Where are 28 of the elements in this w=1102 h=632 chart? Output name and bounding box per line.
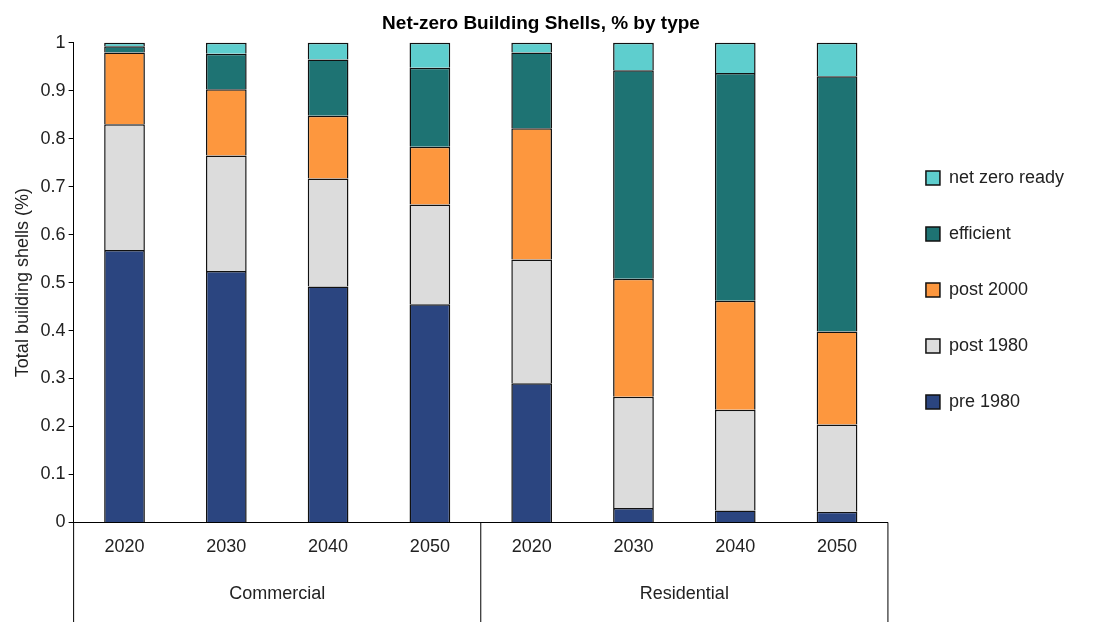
legend-label: efficient	[948, 222, 1011, 243]
x-tick-label: 2030	[206, 536, 247, 557]
y-axis-title: Total building shells (%)	[11, 188, 32, 378]
y-tick-label: 0.8	[40, 127, 66, 148]
y-tick-label: 0.2	[40, 415, 66, 436]
chart-title: Net-zero Building Shells, % by type	[382, 11, 700, 33]
y-tick-label: 0.4	[40, 319, 66, 340]
x-tick-label: 2050	[817, 536, 858, 557]
y-tick-label: 0	[55, 511, 66, 532]
x-tick-label: 2050	[409, 536, 450, 557]
y-tick-label: 0.9	[40, 79, 66, 100]
x-tick-label: 2040	[715, 536, 756, 557]
x-tick-label: 2030	[613, 536, 654, 557]
y-tick-label: 0.6	[40, 223, 66, 244]
text: Residential	[639, 583, 729, 604]
legend-label: post 1980	[948, 334, 1029, 355]
x-tick-label: 2020	[511, 536, 552, 557]
y-tick-label: 0.5	[40, 271, 66, 292]
legend-label: pre 1980	[948, 390, 1020, 411]
legend-label: net zero ready	[948, 166, 1065, 187]
legend-label: post 2000	[948, 278, 1029, 299]
y-tick-label: 0.7	[40, 175, 66, 196]
y-tick-label: 0.1	[40, 463, 66, 484]
x-tick-label: 2040	[308, 536, 349, 557]
y-tick-label: 0.3	[40, 367, 66, 388]
y-tick-label: 1	[55, 31, 66, 52]
x-tick-label: 2020	[104, 536, 145, 557]
text: Commercial	[229, 583, 326, 604]
